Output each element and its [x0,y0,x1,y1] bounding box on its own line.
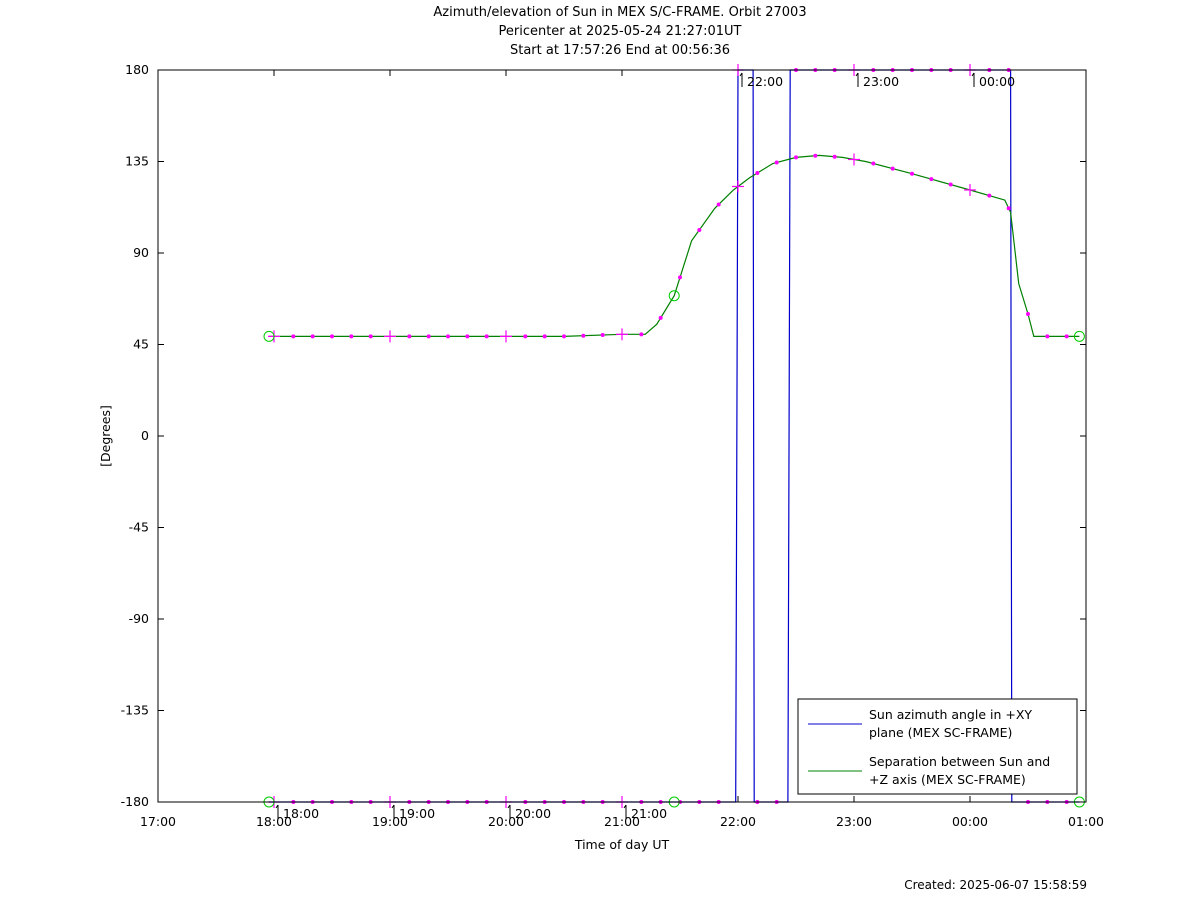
hour-annotation-arrow [623,804,627,809]
hour-annotation-label: 22:00 [747,74,783,89]
ten-minute-marker [871,161,876,166]
x-tick-label: 19:00 [372,814,408,829]
ten-minute-marker [910,171,914,176]
y-tick-label: -180 [121,794,149,809]
marker-layer: 18:00 19:00 20:00 21:00 22:00 23:00 00:00 [263,64,1085,821]
y-tick-label: 0 [141,428,149,443]
chart-title-line-2: Pericenter at 2025-05-24 21:27:01UT [498,24,742,39]
ten-minute-marker [755,171,760,176]
hour-annotation-arrow [855,72,859,77]
ten-minute-marker [349,334,354,339]
x-tick-label: 18:00 [256,814,292,829]
hour-annotation-arrow [391,804,395,809]
ten-minute-marker [794,155,798,160]
y-tick-label: -135 [121,703,149,718]
hour-annotation-arrow [507,804,511,809]
tick-labels: -180 -135 -90 -45 0 45 90 135 180 17:00 18:00 19:00… [121,62,1104,829]
y-tick-label: 180 [125,62,149,77]
x-tick-label: 17:00 [140,814,176,829]
hour-annotation-label: 23:00 [863,74,899,89]
ten-minute-marker [426,334,431,339]
ten-minute-marker [330,334,334,339]
ten-minute-marker [1006,206,1011,211]
ten-minute-marker [1026,312,1030,316]
created-timestamp: Created: 2025-06-07 15:58:59 [904,878,1087,892]
ten-minute-marker [658,315,663,320]
legend: Sun azimuth angle in +XY plane (MEX SC-F… [797,698,1078,795]
event-circle-marker [1073,330,1085,342]
y-tick-label: 135 [125,154,149,169]
ten-minute-marker [465,334,470,339]
ten-minute-marker [639,332,644,337]
ten-minute-marker [368,334,373,339]
ten-minute-marker [600,333,605,338]
hour-annotation-label: 18:00 [283,806,319,821]
ten-minute-marker [291,334,296,339]
plot-frame [157,69,1087,803]
ten-minute-marker [832,154,837,159]
ten-minute-marker [890,166,895,171]
hour-annotation-arrow [971,72,975,77]
y-axis-label: [Degrees] [98,405,113,467]
series-line-azimuth [269,69,1080,803]
ten-minute-marker [581,333,586,338]
ten-minute-marker [929,177,934,182]
ten-minute-marker [813,153,818,158]
series-layer [269,69,1080,803]
ten-minute-marker [774,160,779,165]
y-tick-label: -45 [129,520,149,535]
y-tick-label: 45 [133,337,149,352]
ten-minute-marker [523,334,528,339]
legend-box [797,698,1078,795]
x-tick-label: 23:00 [836,814,872,829]
ten-minute-marker [987,193,992,198]
ten-minute-marker [697,227,702,232]
hour-annotation-arrow [739,72,743,77]
ten-minute-marker [1064,334,1069,339]
ten-minute-marker [484,334,489,339]
axis-ticks [157,69,1087,803]
ten-minute-marker [562,334,566,339]
x-tick-label: 22:00 [720,814,756,829]
x-axis-label: Time of day UT [574,837,670,852]
y-tick-label: -90 [129,611,149,626]
chart-title-line-1: Azimuth/elevation of Sun in MEX S/C-FRAM… [433,5,807,20]
ten-minute-marker [446,334,450,339]
hour-annotation-arrow [275,804,279,809]
legend-entry-separation-line1: Separation between Sun and [869,754,1050,769]
chart-title-line-3: Start at 17:57:26 End at 00:56:36 [509,43,731,58]
ten-minute-marker [407,334,412,339]
legend-entry-azimuth-line1: Sun azimuth angle in +XY [869,707,1032,722]
hour-annotation-label: 20:00 [515,806,551,821]
ten-minute-marker [948,182,953,187]
ten-minute-marker [678,275,682,280]
ten-minute-marker [310,334,315,339]
x-tick-label: 01:00 [1068,814,1104,829]
legend-entry-separation-line2: +Z axis (MEX SC-FRAME) [869,772,1026,787]
x-tick-label: 20:00 [488,814,524,829]
x-tick-label: 21:00 [604,814,640,829]
series-line-separation [269,154,1080,337]
y-tick-label: 90 [133,245,149,260]
x-tick-label: 00:00 [952,814,988,829]
ten-minute-marker [542,334,547,339]
ten-minute-marker [716,202,721,207]
event-circle-marker [668,290,680,302]
legend-entry-azimuth-line2: plane (MEX SC-FRAME) [869,725,1012,740]
ten-minute-marker [1045,334,1050,339]
hour-annotation-label: 21:00 [631,806,667,821]
event-circle-marker [263,330,275,342]
hour-annotation-label: 00:00 [979,74,1015,89]
hour-annotation-label: 19:00 [399,806,435,821]
